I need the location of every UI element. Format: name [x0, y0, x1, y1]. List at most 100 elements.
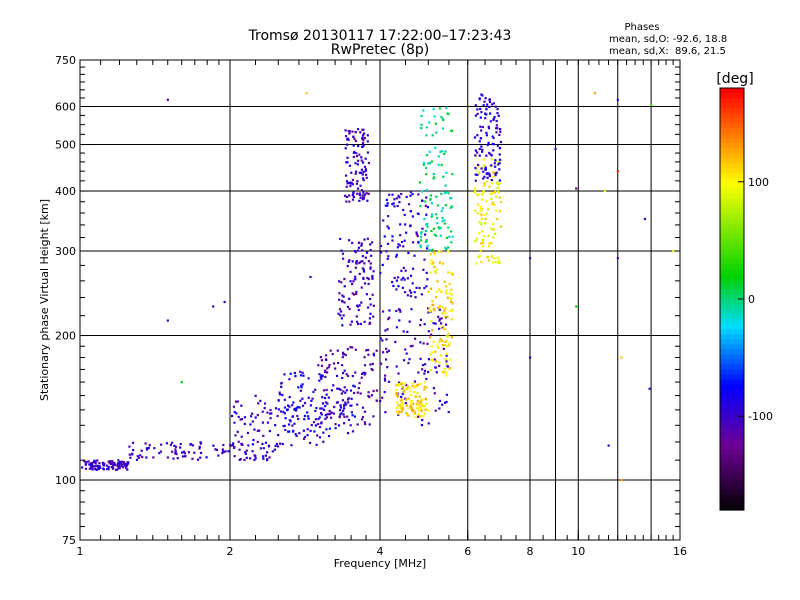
- data-point: [402, 276, 405, 280]
- colorbar-segment: [720, 268, 744, 275]
- data-point: [443, 280, 446, 283]
- data-point: [434, 366, 438, 369]
- data-point: [382, 219, 385, 222]
- data-point: [428, 306, 431, 310]
- data-point: [423, 405, 427, 408]
- data-point: [355, 262, 358, 265]
- data-point: [240, 435, 243, 438]
- data-point: [607, 444, 610, 447]
- data-point: [448, 342, 451, 345]
- data-point: [189, 443, 192, 446]
- data-point: [428, 310, 431, 313]
- data-point: [99, 466, 102, 469]
- data-point: [311, 397, 314, 400]
- data-point: [361, 134, 365, 137]
- data-point: [488, 105, 491, 109]
- data-point: [409, 405, 412, 408]
- data-point: [424, 408, 427, 411]
- data-point: [322, 431, 325, 434]
- data-point: [450, 293, 453, 296]
- stats-x-mode: mean, sd,X: 89.6, 21.5: [609, 46, 726, 57]
- data-point: [340, 392, 343, 395]
- data-point: [496, 182, 499, 185]
- data-point: [339, 237, 342, 241]
- data-point: [444, 316, 448, 319]
- data-point: [488, 174, 491, 177]
- data-point: [351, 241, 354, 245]
- data-point: [357, 308, 360, 312]
- data-point: [386, 225, 389, 228]
- data-point: [268, 456, 271, 459]
- y-tick-label: 200: [55, 330, 76, 343]
- data-point: [291, 404, 294, 407]
- data-point: [358, 261, 361, 265]
- data-point: [421, 368, 424, 371]
- data-point: [428, 121, 431, 124]
- data-point: [375, 349, 378, 352]
- data-point: [302, 429, 305, 432]
- data-point: [341, 376, 344, 380]
- data-point: [411, 384, 414, 387]
- data-point: [243, 458, 246, 462]
- data-point: [264, 454, 267, 457]
- data-point: [92, 460, 96, 464]
- data-point: [430, 345, 433, 348]
- data-point: [445, 363, 448, 366]
- data-point: [405, 352, 408, 355]
- data-point: [493, 115, 496, 119]
- data-point: [279, 442, 282, 445]
- data-point: [341, 257, 345, 260]
- data-point: [384, 411, 387, 414]
- data-point: [346, 432, 350, 435]
- data-point: [239, 418, 242, 421]
- data-point: [442, 327, 445, 330]
- data-point: [369, 363, 372, 366]
- data-point: [354, 139, 357, 143]
- data-point: [283, 424, 286, 427]
- data-point: [303, 418, 306, 421]
- data-point: [318, 379, 321, 382]
- data-point: [430, 215, 433, 218]
- data-point: [362, 139, 365, 142]
- data-point: [288, 419, 291, 422]
- data-point: [288, 430, 291, 433]
- data-point: [423, 217, 426, 221]
- data-point: [295, 407, 298, 410]
- data-point: [170, 441, 174, 444]
- data-point: [371, 276, 374, 280]
- data-point: [432, 227, 435, 230]
- data-point: [343, 415, 346, 419]
- data-point: [288, 378, 291, 381]
- data-point: [421, 399, 424, 402]
- colorbar-segment: [720, 158, 744, 164]
- data-point: [403, 213, 406, 216]
- data-point: [344, 134, 348, 138]
- data-point: [372, 352, 375, 355]
- data-point: [301, 404, 305, 407]
- data-point: [477, 171, 480, 174]
- data-point: [475, 168, 478, 171]
- data-point: [360, 376, 363, 379]
- data-point: [436, 204, 439, 207]
- data-point: [352, 293, 356, 296]
- colorbar-segment: [720, 314, 744, 320]
- data-point: [287, 423, 291, 426]
- data-point: [355, 315, 358, 318]
- data-point: [351, 414, 354, 417]
- data-point: [126, 468, 129, 471]
- data-point: [279, 410, 283, 413]
- data-point: [324, 413, 327, 417]
- data-point: [324, 375, 327, 379]
- data-point: [481, 166, 484, 169]
- data-point: [426, 225, 429, 228]
- data-point: [246, 431, 250, 435]
- data-point: [363, 136, 366, 140]
- data-point: [395, 393, 398, 396]
- data-point: [334, 423, 337, 426]
- data-point: [441, 207, 445, 210]
- data-point: [320, 359, 324, 362]
- data-point: [424, 363, 427, 366]
- colorbar-segment: [720, 389, 744, 396]
- data-point: [474, 190, 477, 193]
- data-point: [411, 409, 415, 413]
